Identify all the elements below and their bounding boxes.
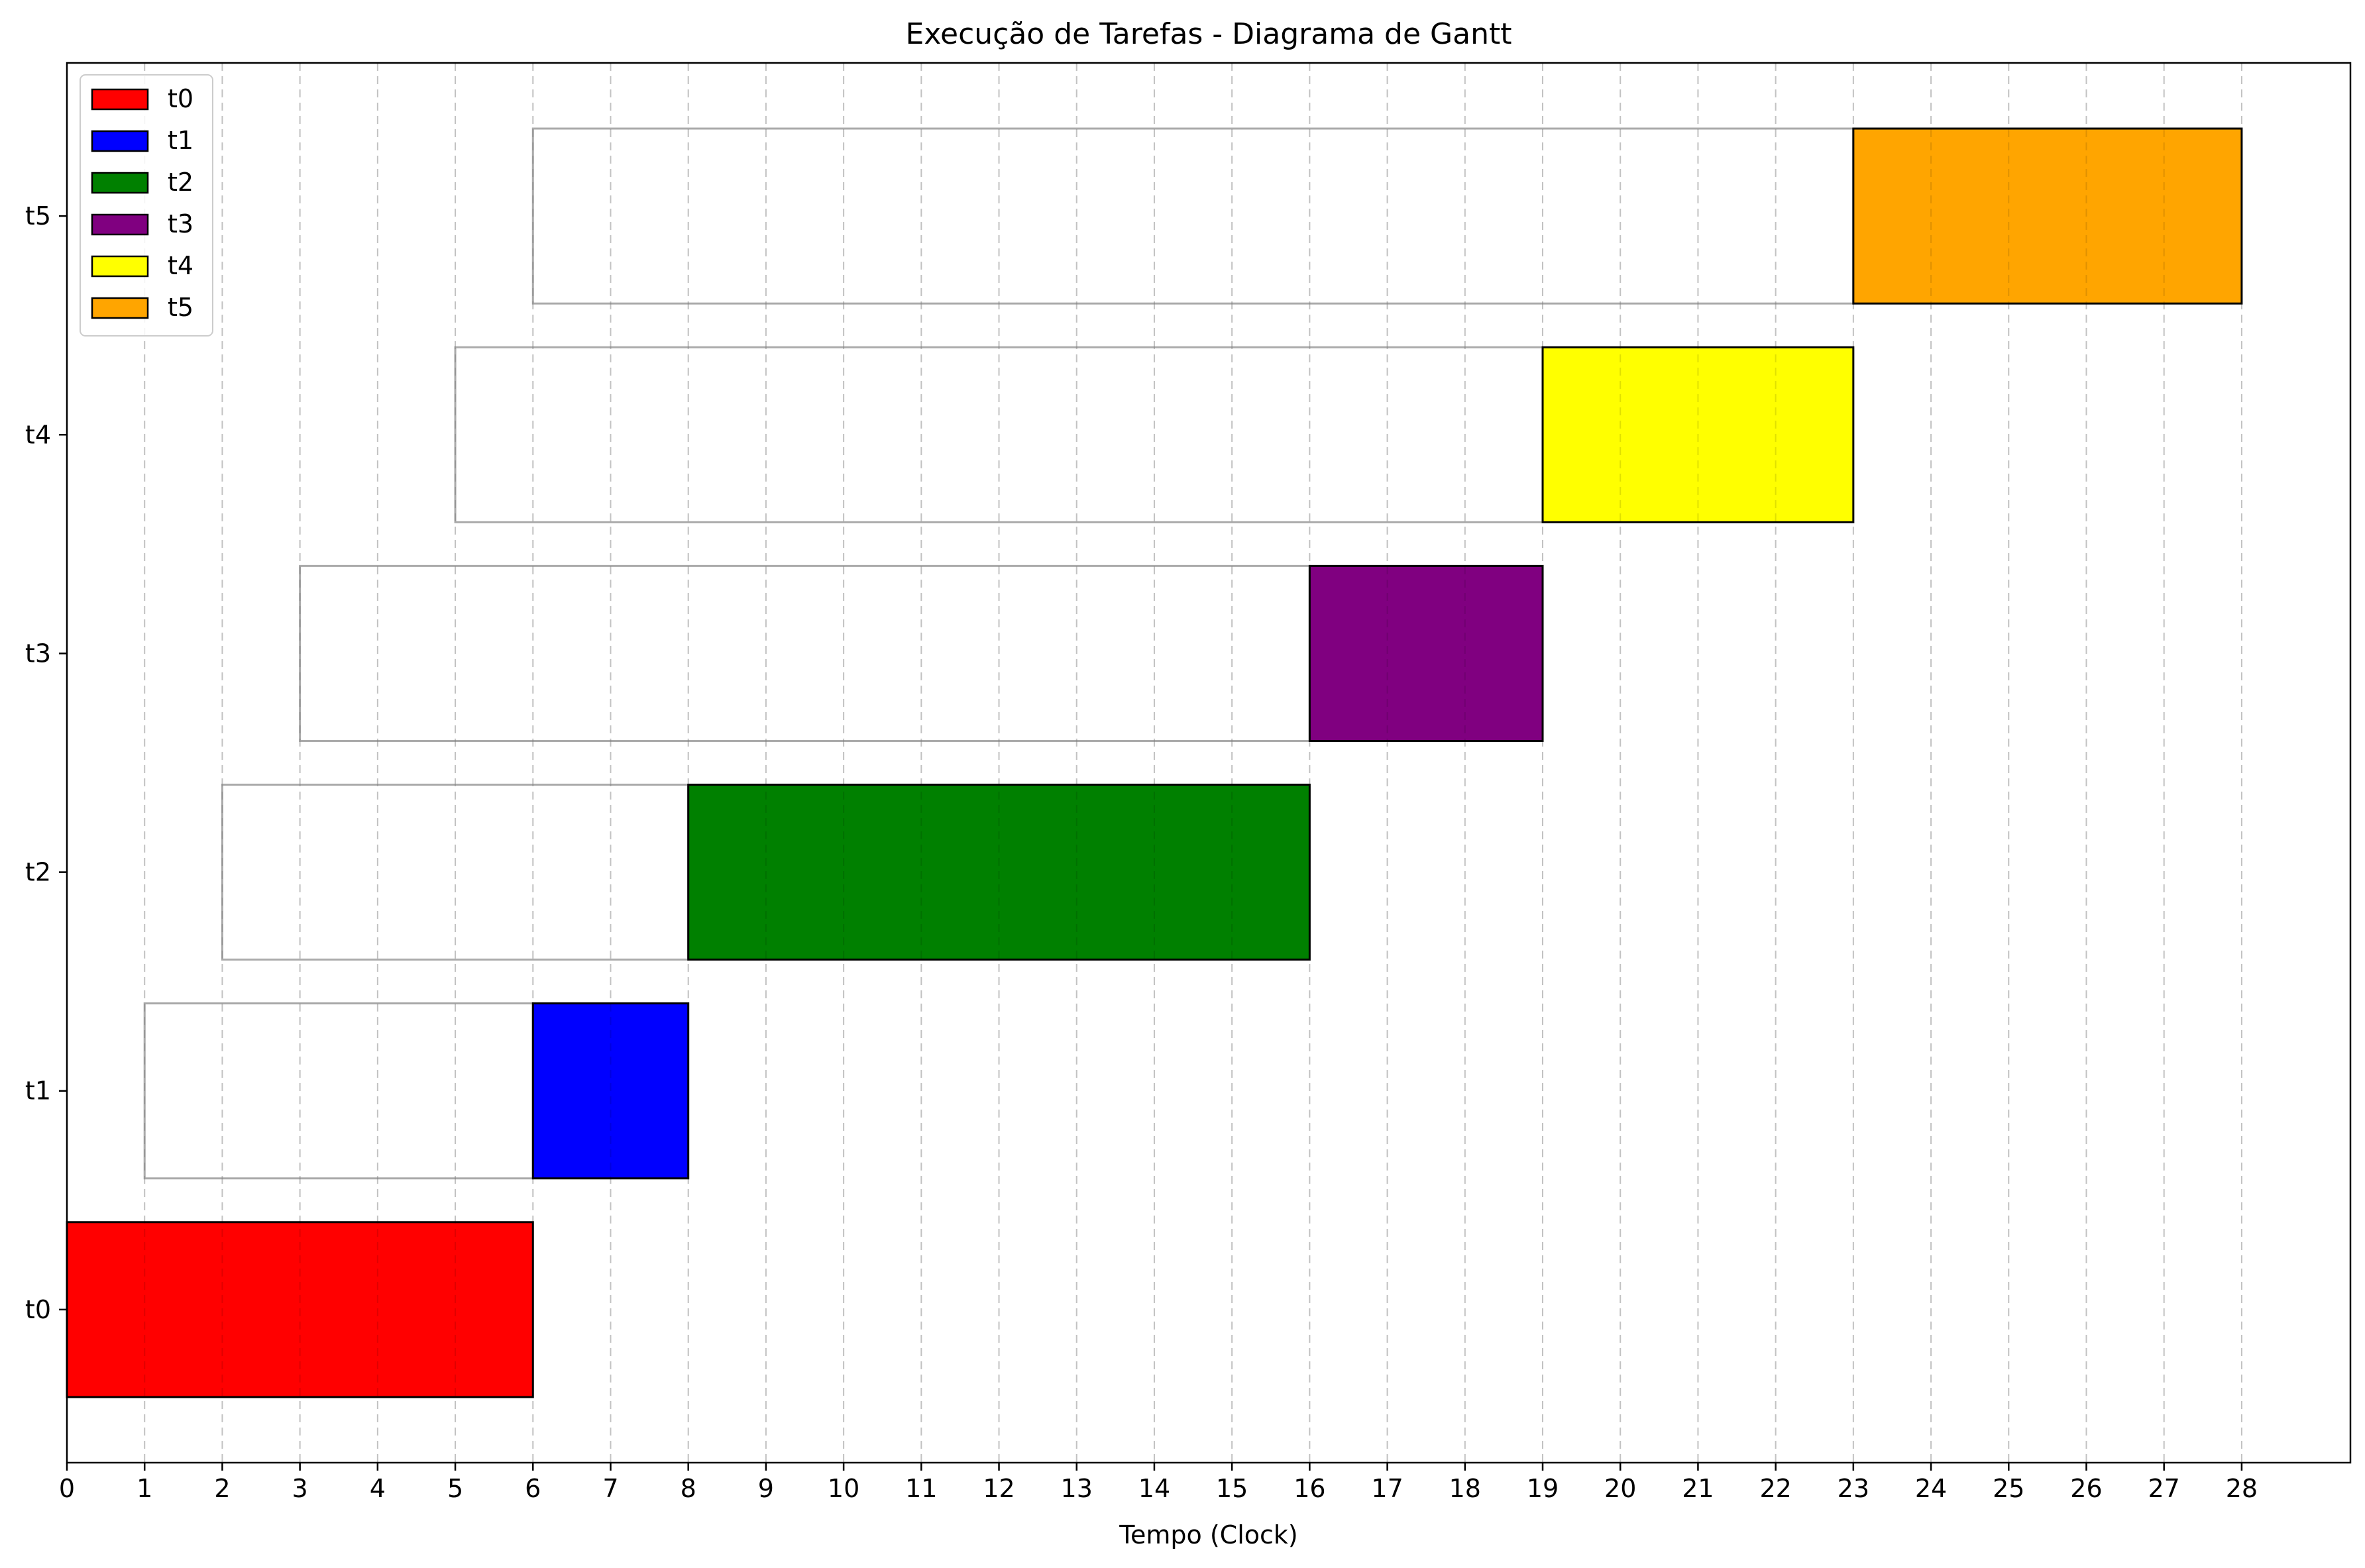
y-tick-label: t2: [25, 858, 51, 887]
legend-label-t3: t3: [168, 209, 193, 238]
x-tick-label: 26: [2070, 1474, 2102, 1503]
task-bars: [66, 63, 2243, 1463]
x-tick-label: 13: [1061, 1474, 1093, 1503]
x-tick-label: 23: [1838, 1474, 1869, 1503]
x-tick-label: 17: [1371, 1474, 1403, 1503]
y-tick-label: t4: [25, 420, 51, 449]
y-tick-label: t5: [25, 201, 51, 231]
x-tick-label: 5: [447, 1474, 463, 1503]
x-tick-label: 7: [602, 1474, 618, 1503]
x-tick-label: 20: [1604, 1474, 1636, 1503]
x-tick-label: 27: [2148, 1474, 2180, 1503]
x-tick-label: 14: [1138, 1474, 1170, 1503]
y-tick-label: t1: [25, 1076, 51, 1106]
x-tick-label: 19: [1527, 1474, 1559, 1503]
x-tick-label: 12: [983, 1474, 1015, 1503]
exec-bar-t5: [1852, 127, 2243, 305]
x-tick-label: 22: [1759, 1474, 1791, 1503]
exec-bar-t3: [1308, 564, 1544, 742]
x-tick-label: 9: [758, 1474, 774, 1503]
x-tick-label: 2: [214, 1474, 230, 1503]
y-tick-label: t0: [25, 1295, 51, 1324]
legend-swatch-t1: [91, 130, 149, 152]
legend-swatch-t0: [91, 88, 149, 111]
x-tick-label: 4: [370, 1474, 386, 1503]
legend-swatch-t5: [91, 297, 149, 319]
x-tick-label: 24: [1915, 1474, 1947, 1503]
x-tick-label: 11: [905, 1474, 937, 1503]
legend-swatch-t4: [91, 255, 149, 278]
x-tick-label: 28: [2226, 1474, 2258, 1503]
legend-label-t4: t4: [168, 251, 193, 280]
x-tick-label: 18: [1449, 1474, 1481, 1503]
legend-label-t5: t5: [168, 293, 193, 322]
x-tick-label: 6: [525, 1474, 541, 1503]
plot-frame: [66, 62, 2352, 1464]
x-axis-label: Tempo (Clock): [1119, 1520, 1298, 1549]
legend-label-t0: t0: [168, 84, 193, 113]
chart-title: Execução de Tarefas - Diagrama de Gantt: [906, 17, 1512, 51]
x-tick-label: 8: [681, 1474, 696, 1503]
x-tick-label: 1: [137, 1474, 152, 1503]
x-tick-label: 15: [1216, 1474, 1248, 1503]
exec-bar-t2: [687, 784, 1311, 961]
x-tick-label: 10: [828, 1474, 859, 1503]
x-tick-label: 3: [292, 1474, 308, 1503]
legend-label-t1: t1: [168, 126, 193, 155]
legend: t0 t1 t2 t3 t4 t5: [80, 74, 213, 337]
x-tick-label: 16: [1293, 1474, 1325, 1503]
y-tick-label: t3: [25, 639, 51, 668]
exec-bar-t0: [66, 1221, 534, 1398]
exec-bar-t1: [531, 1002, 690, 1180]
legend-label-t2: t2: [168, 168, 193, 197]
x-tick-label: 0: [59, 1474, 75, 1503]
x-tick-label: 21: [1682, 1474, 1714, 1503]
exec-bar-t4: [1541, 346, 1855, 523]
legend-swatch-t3: [91, 213, 149, 236]
axis-ticks: 0 1 2 3 4 5 6 7 8 9 10 11 12 13 14 15 16 17 18 19 20 21 22 23 24…: [25, 201, 2258, 1503]
x-tick-label: 25: [1993, 1474, 2024, 1503]
legend-swatch-t2: [91, 172, 149, 194]
